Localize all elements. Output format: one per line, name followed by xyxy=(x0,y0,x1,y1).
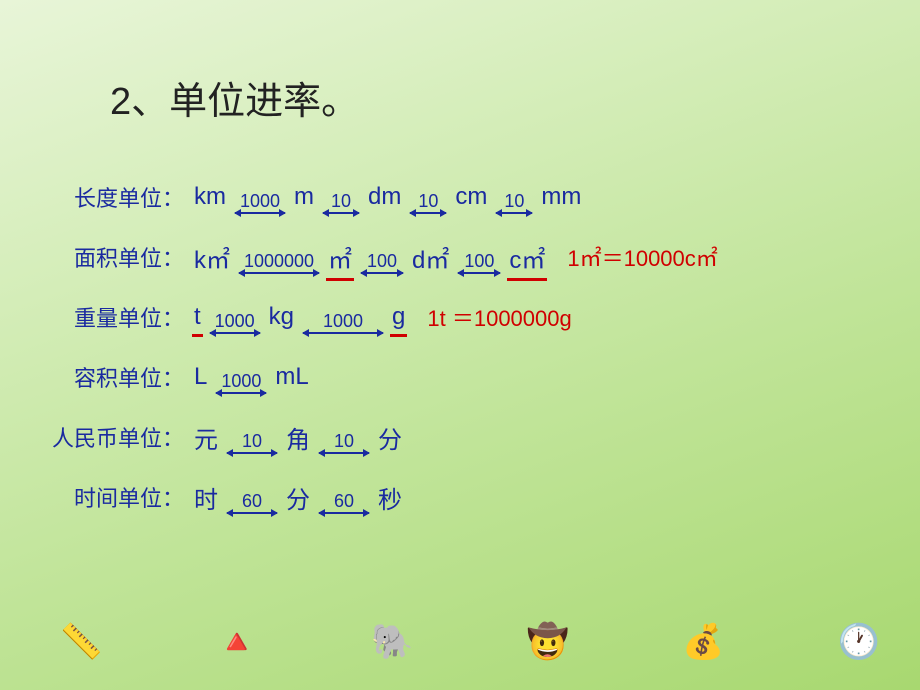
conversion-arrow: 1000 xyxy=(211,356,271,398)
triangle-icon: 🔺 xyxy=(216,622,258,662)
double-arrow-icon xyxy=(410,212,446,214)
row: 长度单位：km 1000 m 10 dm 10 cm 10 mm xyxy=(45,170,905,224)
row: 时间单位：时 60 分 60 秒 xyxy=(45,470,905,524)
conversion-arrow: 10 xyxy=(491,176,537,218)
conversion-value: 1000 xyxy=(221,372,261,390)
unit: c㎡ xyxy=(505,240,549,275)
double-arrow-icon xyxy=(239,272,319,274)
conversion-arrow: 10 xyxy=(318,176,364,218)
unit-chain: t 1000 kg 1000 g xyxy=(190,296,409,338)
double-arrow-icon xyxy=(227,512,277,514)
unit: cm xyxy=(451,183,491,211)
icon-strip: 📏 🔺 🐘 🤠 💰 🕐 xyxy=(60,622,880,662)
conversion-arrow: 1000 xyxy=(230,176,290,218)
unit-chain: L 1000 mL xyxy=(190,356,313,398)
conversion-value: 60 xyxy=(242,492,262,510)
conversion-arrow: 10 xyxy=(405,176,451,218)
page-title: 2、单位进率。 xyxy=(110,70,359,125)
row: 人民币单位：元 10 角 10 分 xyxy=(45,410,905,464)
double-arrow-icon xyxy=(303,332,383,334)
double-arrow-icon xyxy=(210,332,260,334)
conversion-arrow: 60 xyxy=(314,476,374,518)
row: 重量单位：t 1000 kg 1000 g 1t ＝1000000g xyxy=(45,290,905,344)
conversion-value: 1000 xyxy=(240,192,280,210)
unit-chain: 时 60 分 60 秒 xyxy=(190,476,406,518)
double-arrow-icon xyxy=(319,452,369,454)
double-arrow-icon xyxy=(235,212,285,214)
unit: 元 xyxy=(190,420,222,455)
conversion-note: 1t ＝1000000g xyxy=(427,301,571,333)
money-bag-icon: 💰 xyxy=(682,622,724,662)
unit: 分 xyxy=(282,480,314,515)
ruler-icon: 📏 xyxy=(60,622,102,662)
conversion-arrow: 100 xyxy=(356,236,408,278)
unit-chain: k㎡ 1000000 ㎡ 100 d㎡ 100 c㎡ xyxy=(190,236,549,278)
clock-icon: 🕐 xyxy=(838,622,880,662)
unit: ㎡ xyxy=(324,240,356,275)
row-label: 长度单位： xyxy=(45,181,190,213)
row-label: 面积单位： xyxy=(45,241,190,273)
unit: 时 xyxy=(190,480,222,515)
unit-chain: 元 10 角 10 分 xyxy=(190,416,406,458)
conversion-note: 1㎡＝10000c㎡ xyxy=(567,241,717,273)
double-arrow-icon xyxy=(458,272,500,274)
conversion-arrow: 100 xyxy=(453,236,505,278)
row: 容积单位：L 1000 mL xyxy=(45,350,905,404)
double-arrow-icon xyxy=(361,272,403,274)
unit: 秒 xyxy=(374,480,406,515)
unit: mL xyxy=(271,363,312,391)
conversion-value: 1000 xyxy=(215,312,255,330)
unit: d㎡ xyxy=(408,240,453,275)
conversion-arrow: 60 xyxy=(222,476,282,518)
conversion-arrow: 10 xyxy=(222,416,282,458)
row-label: 时间单位： xyxy=(45,481,190,513)
double-arrow-icon xyxy=(323,212,359,214)
conversion-value: 10 xyxy=(242,432,262,450)
double-arrow-icon xyxy=(216,392,266,394)
conversion-arrow: 1000 xyxy=(205,296,265,338)
conversion-value: 100 xyxy=(367,252,397,270)
conversion-arrow: 1000 xyxy=(298,296,388,338)
unit: kg xyxy=(265,303,298,331)
row-label: 重量单位： xyxy=(45,301,190,333)
unit: 分 xyxy=(374,420,406,455)
unit: dm xyxy=(364,183,405,211)
conversion-value: 1000 xyxy=(323,312,363,330)
unit: mm xyxy=(537,183,585,211)
unit: 角 xyxy=(282,420,314,455)
elephant-icon: 🐘 xyxy=(371,622,413,662)
conversion-value: 10 xyxy=(331,192,351,210)
double-arrow-icon xyxy=(319,512,369,514)
unit: t xyxy=(190,303,205,331)
unit: m xyxy=(290,183,318,211)
conversion-value: 10 xyxy=(334,432,354,450)
conversion-value: 10 xyxy=(418,192,438,210)
unit: g xyxy=(388,303,409,331)
row-label: 人民币单位： xyxy=(45,421,190,453)
unit: km xyxy=(190,183,230,211)
conversion-arrow: 1000000 xyxy=(234,236,324,278)
unit-chain: km 1000 m 10 dm 10 cm 10 mm xyxy=(190,176,585,218)
conversion-value: 100 xyxy=(464,252,494,270)
unit: k㎡ xyxy=(190,240,234,275)
cowboy-icon: 🤠 xyxy=(527,622,569,662)
double-arrow-icon xyxy=(227,452,277,454)
double-arrow-icon xyxy=(496,212,532,214)
conversion-value: 60 xyxy=(334,492,354,510)
unit: L xyxy=(190,363,211,391)
row-label: 容积单位： xyxy=(45,361,190,393)
conversion-value: 10 xyxy=(504,192,524,210)
conversion-value: 1000000 xyxy=(244,252,314,270)
row: 面积单位：k㎡ 1000000 ㎡ 100 d㎡ 100 c㎡ 1㎡＝10000c㎡ xyxy=(45,230,905,284)
conversion-rows: 长度单位：km 1000 m 10 dm 10 cm 10 mm 面积单位：k㎡ 1000000 ㎡ 1… xyxy=(45,170,905,530)
conversion-arrow: 10 xyxy=(314,416,374,458)
